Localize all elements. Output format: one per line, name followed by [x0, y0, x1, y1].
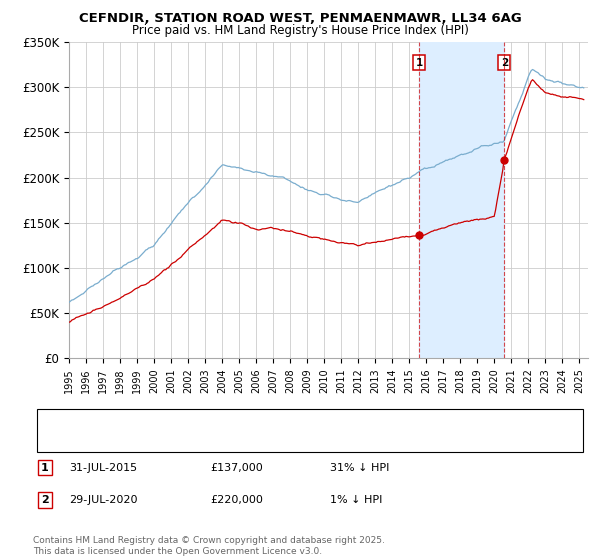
Text: ————: ————	[51, 433, 95, 443]
Text: ————: ————	[51, 412, 95, 422]
Text: HPI: Average price, detached house, Conwy: HPI: Average price, detached house, Conw…	[89, 433, 317, 443]
Text: ——: ——	[51, 431, 79, 445]
Text: 31% ↓ HPI: 31% ↓ HPI	[330, 463, 389, 473]
Text: 1: 1	[416, 58, 423, 68]
Text: £220,000: £220,000	[210, 495, 263, 505]
Text: CEFNDIR, STATION ROAD WEST, PENMAENMAWR, LL34 6AG: CEFNDIR, STATION ROAD WEST, PENMAENMAWR,…	[79, 12, 521, 25]
Text: 1: 1	[41, 463, 49, 473]
Bar	[419, 42, 504, 358]
Text: 2: 2	[41, 495, 49, 505]
Text: HPI: Average price, detached house, Conwy: HPI: Average price, detached house, Conw…	[89, 433, 317, 443]
Text: 2: 2	[500, 58, 508, 68]
Text: CEFNDIR, STATION ROAD WEST, PENMAENMAWR, LL34 6AG (detached house): CEFNDIR, STATION ROAD WEST, PENMAENMAWR,…	[89, 412, 493, 422]
Text: Price paid vs. HM Land Registry's House Price Index (HPI): Price paid vs. HM Land Registry's House …	[131, 24, 469, 36]
Text: 31-JUL-2015: 31-JUL-2015	[69, 463, 137, 473]
Point	[415, 230, 424, 239]
Text: 29-JUL-2020: 29-JUL-2020	[69, 495, 137, 505]
Text: Contains HM Land Registry data © Crown copyright and database right 2025.
This d: Contains HM Land Registry data © Crown c…	[33, 536, 385, 556]
Text: ——: ——	[51, 410, 79, 424]
Point	[499, 155, 509, 164]
Text: £137,000: £137,000	[210, 463, 263, 473]
Text: 1% ↓ HPI: 1% ↓ HPI	[330, 495, 382, 505]
Text: CEFNDIR, STATION ROAD WEST, PENMAENMAWR, LL34 6AG (detached house): CEFNDIR, STATION ROAD WEST, PENMAENMAWR,…	[89, 412, 493, 422]
